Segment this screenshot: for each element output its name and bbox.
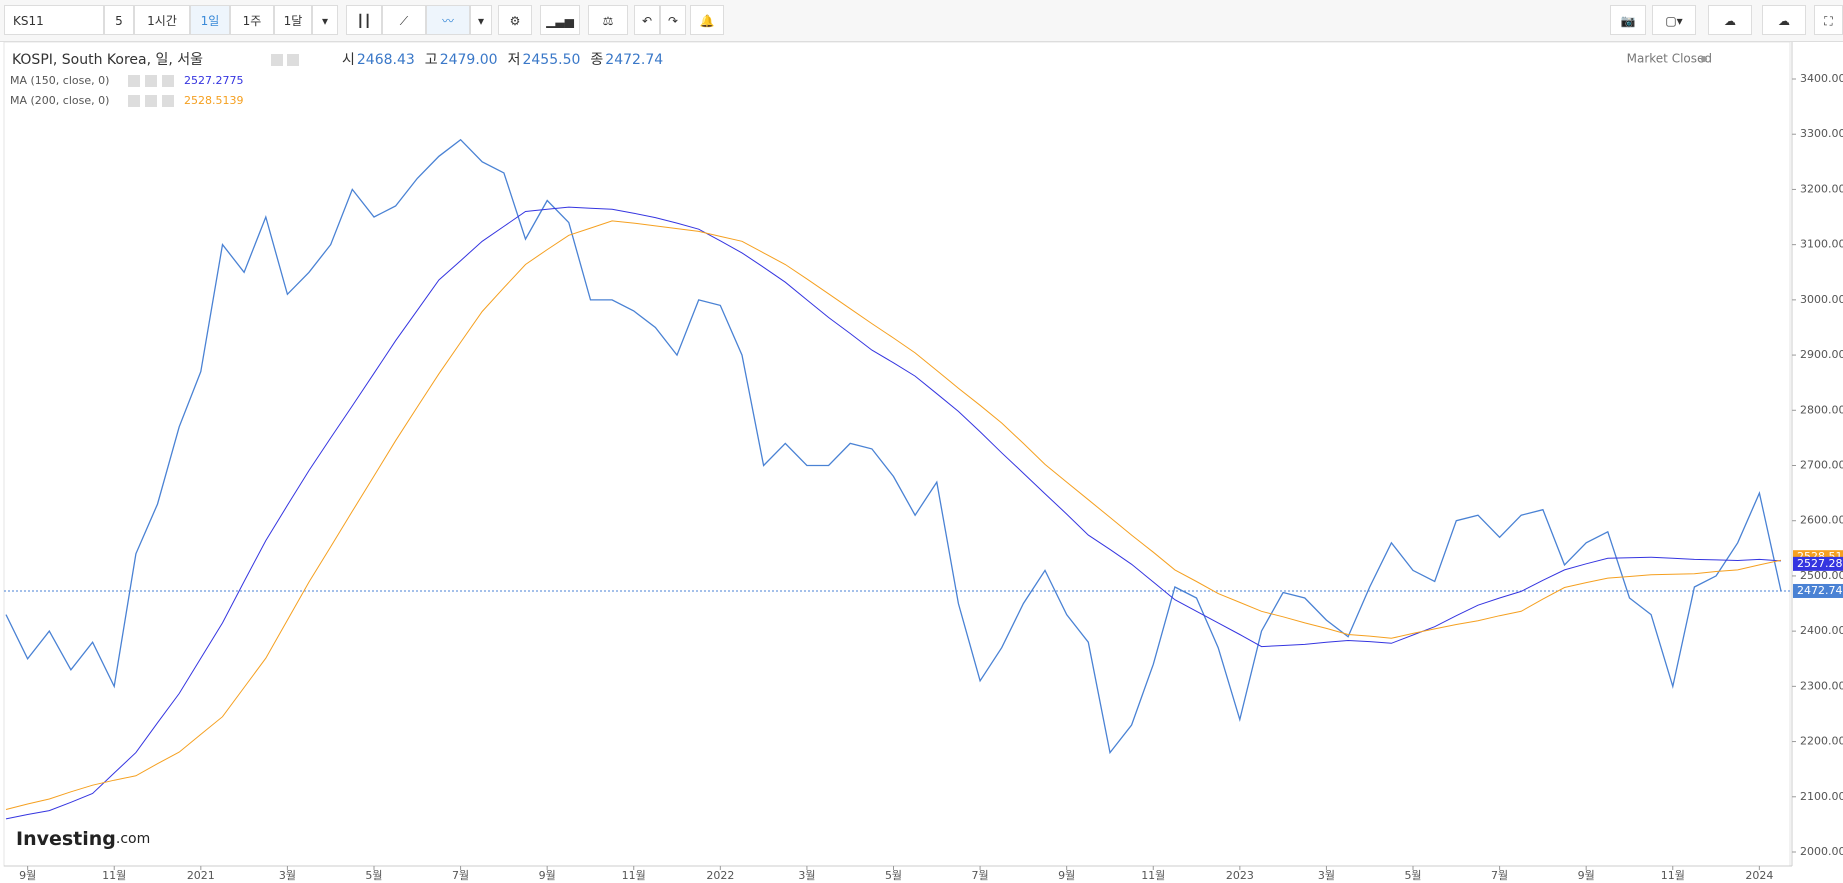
undo-button[interactable]: ↶ (634, 5, 660, 35)
interval-button[interactable]: 1달 (274, 5, 312, 35)
plot-frame (3, 42, 1791, 867)
y-tick-label: 3000.00 (1800, 293, 1843, 306)
y-tick-label: 3400.00 (1800, 72, 1843, 85)
line-button[interactable]: 〰 (426, 5, 470, 35)
series-line (5, 220, 1782, 810)
y-tick-label: 3100.00 (1800, 238, 1843, 251)
x-tick-label: 9월 (19, 869, 36, 882)
ohlc-value: 2479.00 (440, 52, 498, 68)
x-tick-label: 5월 (885, 869, 902, 882)
indicator-value: 2527.2775 (184, 74, 244, 87)
x-tick-label: 5월 (365, 869, 382, 882)
x-tick-label: 2022 (706, 869, 734, 882)
x-tick-label: 3월 (1318, 869, 1335, 882)
status-dot (1701, 56, 1707, 62)
y-tick-label: 2300.00 (1800, 679, 1843, 692)
toolbar: KS11 5 1시간 1일 1주 1달 ▾ ┃┃ ⟋ 〰 ▾ ⚙ ▁▃▅ ⚖ ↶… (0, 0, 1843, 42)
dropdown[interactable]: ▾ (312, 5, 338, 35)
ohlc-label: 저 (508, 52, 521, 68)
settings-button[interactable]: ⚙ (498, 5, 532, 35)
ohlc-value: 2472.74 (605, 52, 663, 68)
x-tick-label: 2024 (1745, 869, 1773, 882)
snapshot-button[interactable]: 📷 (1610, 5, 1646, 35)
x-tick-label: 3월 (798, 869, 815, 882)
legend-icon (287, 54, 299, 66)
y-tick-label: 2000.00 (1800, 845, 1843, 858)
x-tick-label: 5월 (1404, 869, 1421, 882)
alert-button[interactable]: 🔔 (690, 5, 724, 35)
x-tick-label: 9월 (1578, 869, 1595, 882)
load-button[interactable]: ☁ (1708, 5, 1752, 35)
interval-button[interactable]: 5 (104, 5, 134, 35)
price-badge (1793, 583, 1843, 598)
interval-button[interactable]: 1일 (190, 5, 230, 35)
chart-title: KOSPI, South Korea, 일, 서울 (12, 52, 203, 68)
series-line (5, 138, 1782, 755)
save-button[interactable]: ☁ (1762, 5, 1806, 35)
ohlc-value: 2455.50 (522, 52, 580, 68)
indicator-icon (162, 75, 174, 87)
interval-button[interactable]: 1주 (230, 5, 274, 35)
legend-icon (271, 54, 283, 66)
chart: KOSPI, South Korea, 일, 서울 Market Closed … (3, 42, 1843, 882)
indicator-value: 2528.5139 (184, 94, 244, 107)
y-tick-label: 2200.00 (1800, 735, 1843, 748)
x-tick-label: 2023 (1226, 869, 1254, 882)
x-tick-label: 11월 (622, 869, 646, 882)
x-tick-label: 11월 (1141, 869, 1165, 882)
y-tick-label: 2100.00 (1800, 790, 1843, 803)
y-tick-label: 2600.00 (1800, 514, 1843, 527)
x-tick-label: 7월 (452, 869, 469, 882)
indicator-icon (128, 75, 140, 87)
x-tick-label: 3월 (279, 869, 296, 882)
area-button[interactable]: ⟋ (382, 5, 426, 35)
redo-button[interactable]: ↷ (660, 5, 686, 35)
y-tick-label: 3300.00 (1800, 127, 1843, 140)
indicator-icon (128, 95, 140, 107)
indicator-button[interactable]: ▁▃▅ (540, 5, 580, 35)
x-tick-label: 11월 (1661, 869, 1685, 882)
fullscreen-button[interactable]: ⛶ (1814, 5, 1843, 35)
logo-suffix: .com (116, 831, 150, 847)
candle-button[interactable]: ┃┃ (346, 5, 382, 35)
dropdown[interactable]: ▾ (470, 5, 492, 35)
compare-button[interactable]: ⚖ (588, 5, 628, 35)
indicator-icon (162, 95, 174, 107)
price-badge-label: 2472.74 (1797, 584, 1843, 597)
x-tick-label: 7월 (972, 869, 989, 882)
y-tick-label: 3200.00 (1800, 182, 1843, 195)
ohlc-label: 고 (425, 52, 438, 68)
ohlc-label: 종 (590, 52, 603, 68)
market-status: Market Closed (1627, 52, 1712, 66)
y-tick-label: 2700.00 (1800, 459, 1843, 472)
x-tick-label: 7월 (1491, 869, 1508, 882)
ohlc-value: 2468.43 (357, 52, 415, 68)
y-tick-label: 2500.00 (1800, 569, 1843, 582)
x-tick-label: 11월 (102, 869, 126, 882)
y-tick-label: 2400.00 (1800, 624, 1843, 637)
layout-button[interactable]: ▢▾ (1652, 5, 1696, 35)
price-badge (1793, 556, 1843, 571)
logo-main: Investing (16, 828, 116, 850)
price-badge-label: 2527.28 (1797, 557, 1843, 570)
ohlc-label: 시 (342, 52, 355, 68)
x-tick-label: 9월 (539, 869, 556, 882)
logo: Investing.com (16, 828, 150, 850)
interval-button[interactable]: 1시간 (134, 5, 190, 35)
x-tick-label: 9월 (1058, 869, 1075, 882)
indicator-label: MA (200, close, 0) (10, 94, 109, 107)
y-tick-label: 2900.00 (1800, 348, 1843, 361)
series-line (5, 206, 1782, 820)
y-tick-label: 2800.00 (1800, 403, 1843, 416)
symbol-input[interactable]: KS11 (4, 5, 104, 35)
indicator-icon (145, 75, 157, 87)
x-tick-label: 2021 (187, 869, 215, 882)
indicator-label: MA (150, close, 0) (10, 74, 109, 87)
indicator-icon (145, 95, 157, 107)
